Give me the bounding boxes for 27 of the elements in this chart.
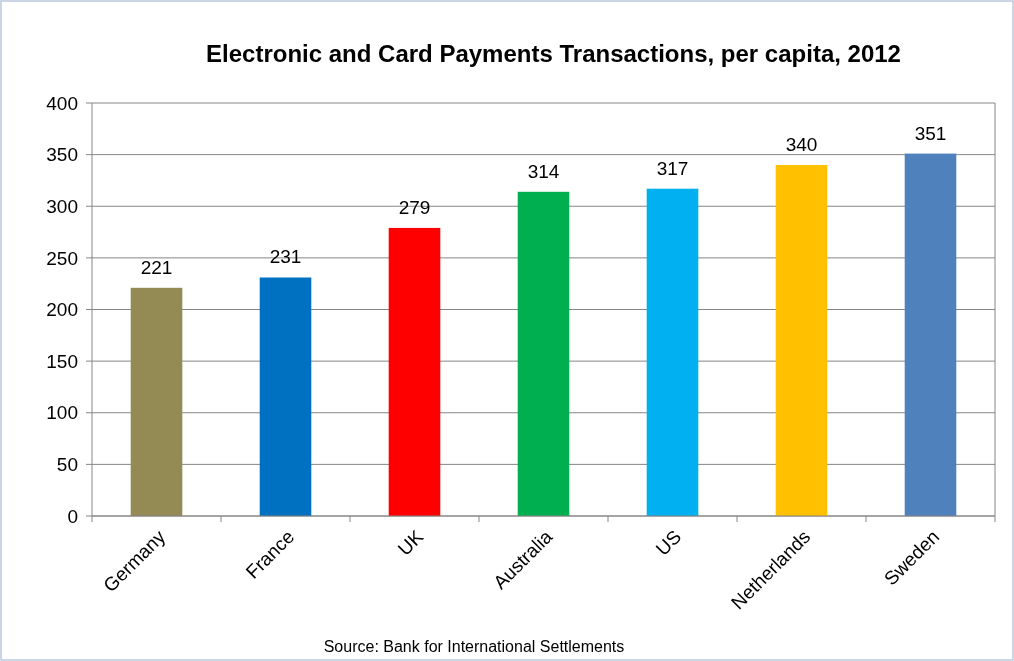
data-label: 351: [914, 122, 947, 144]
x-tick-label: US: [651, 525, 686, 560]
y-tick-label: 100: [46, 402, 78, 424]
data-label: 231: [269, 246, 302, 268]
bar: [388, 227, 441, 516]
y-tick-label: 350: [46, 144, 78, 166]
bar: [517, 191, 570, 516]
bar: [259, 277, 312, 516]
bar: [646, 188, 699, 516]
y-tick-label: 150: [46, 350, 78, 372]
bar: [904, 153, 957, 516]
chart-title: Electronic and Card Payments Transactions, per capita, 2012: [206, 40, 901, 67]
data-label: 221: [140, 256, 173, 278]
y-tick-label: 200: [46, 299, 78, 321]
bar: [775, 164, 828, 516]
y-tick-label: 0: [67, 505, 78, 527]
y-tick-label: 50: [56, 454, 78, 476]
y-tick-label: 250: [46, 247, 78, 269]
source-note: Source: Bank for International Settlements: [323, 638, 625, 655]
data-label: 314: [527, 160, 560, 182]
y-tick-label: 400: [46, 92, 78, 114]
x-tick-label: UK: [393, 525, 428, 560]
y-tick-label: 300: [46, 195, 78, 217]
bar: [130, 287, 183, 516]
data-label: 279: [398, 196, 431, 218]
data-label: 340: [785, 133, 818, 155]
data-label: 317: [656, 157, 689, 179]
